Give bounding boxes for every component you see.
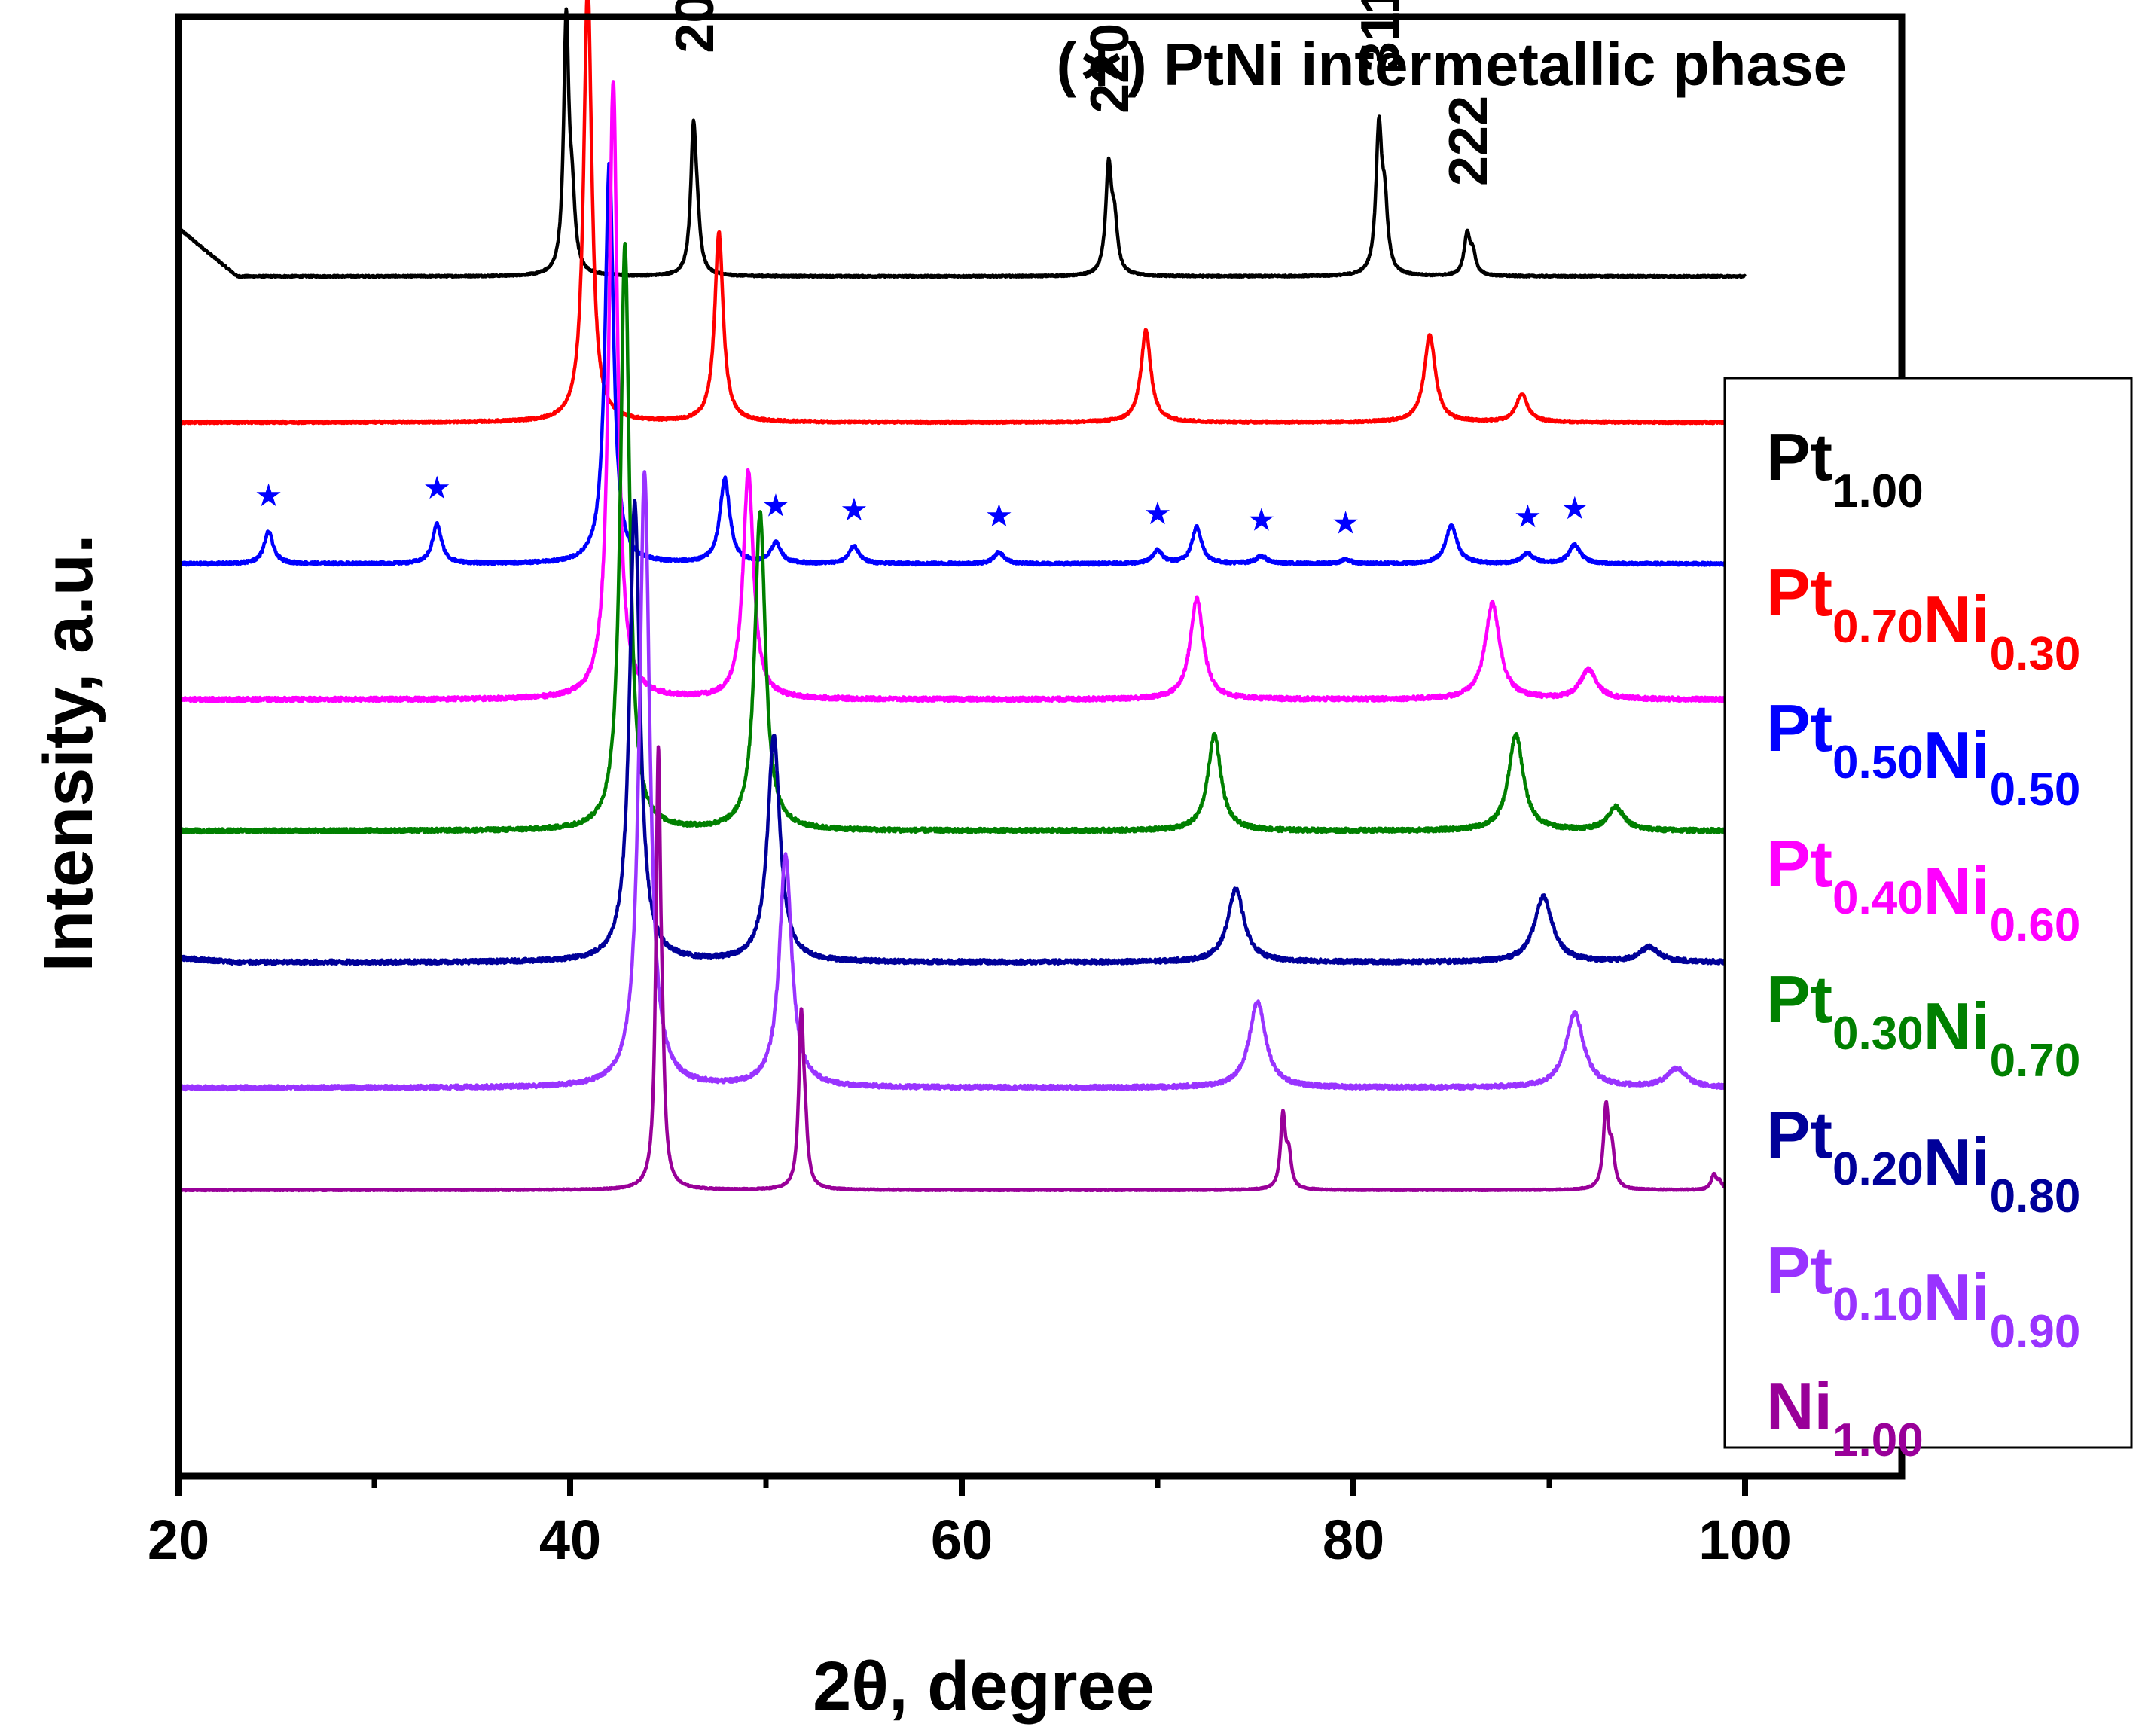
star-marker-0: ★ [255,477,283,514]
y-axis-title: Intensity, a.u. [30,534,107,972]
axes: 20 40 60 80 100 [148,13,1906,1571]
star-marker-2: ★ [761,487,790,524]
series-line-2 [177,161,1747,567]
series-line-7 [176,745,1747,1193]
x-tick-label-60: 60 [931,1509,993,1571]
star-marker-6: ★ [1247,501,1276,538]
legend-entry-1: Pt0.70Ni0.30 [1766,555,2080,680]
legend-entry-3: Pt0.40Ni0.60 [1766,826,2080,951]
star-marker-8: ★ [1514,498,1542,535]
star-markers: ★ ★ ★ ★ ★ ★ ★ ★ ★ ★ [255,469,1589,542]
legend-entry-5: Pt0.20Ni0.80 [1766,1097,2080,1222]
x-axis-title: 2θ, degree [813,1648,1155,1725]
series-line-6 [176,470,1747,1092]
peak-labels: 111200220311222 [665,0,1499,186]
star-marker-5: ★ [1143,495,1172,532]
legend-entry-0: Pt1.00 [1766,420,1924,517]
x-tick-label-80: 80 [1323,1509,1384,1571]
star-marker-7: ★ [1332,505,1360,542]
series-line-0 [176,7,1747,279]
legend: Pt1.00 Pt0.70Ni0.30Pt0.50Ni0.50Pt0.40Ni0.… [1723,377,2133,1466]
x-tick-label-100: 100 [1698,1509,1791,1571]
series-layer [176,0,1747,1193]
legend-box [1723,377,2133,1449]
series-line-1 [177,0,1747,426]
phase-annotation: (∗) PtNi intermetallic phase [1057,31,1848,98]
series-line-3 [176,80,1747,703]
star-marker-9: ★ [1561,490,1589,526]
x-tick-label-20: 20 [148,1509,209,1571]
x-tick-label-40: 40 [539,1509,601,1571]
star-marker-3: ★ [840,491,868,528]
plot-frame [175,13,1906,1480]
legend-entry-6: Pt0.10Ni0.90 [1766,1233,2080,1358]
legend-entry-4: Pt0.30Ni0.70 [1766,962,2080,1087]
legend-entry-2: Pt0.50Ni0.50 [1766,691,2080,816]
peak-label-200: 200 [665,0,725,53]
legend-entry-7: Ni1.00 [1766,1368,1924,1466]
star-marker-4: ★ [985,497,1014,534]
peak-label-222: 222 [1439,96,1499,186]
series-line-5 [176,499,1747,966]
peak-label-220: 220 [1080,23,1140,114]
series-line-4 [176,241,1747,835]
star-marker-1: ★ [423,469,451,506]
peak-label-311: 311 [1350,0,1411,72]
